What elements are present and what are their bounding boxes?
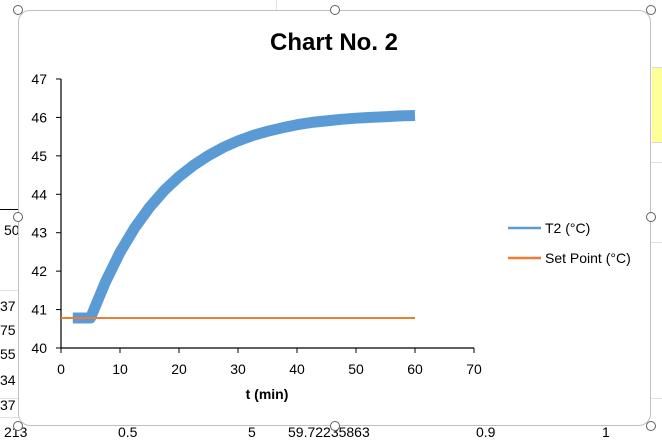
x-tick-label: 20 bbox=[171, 361, 187, 377]
x-tick-label: 10 bbox=[112, 361, 128, 377]
cell-value[interactable]: 34 bbox=[0, 372, 16, 388]
x-tick-label: 50 bbox=[348, 361, 364, 377]
row-gridline bbox=[0, 290, 20, 291]
cell-value[interactable]: 37 bbox=[0, 298, 16, 314]
cell-border bbox=[0, 209, 20, 210]
row-gridline bbox=[650, 162, 662, 163]
resize-handle-top-right[interactable] bbox=[646, 5, 656, 15]
row-gridline bbox=[0, 417, 20, 418]
cell-value[interactable]: 0.9 bbox=[476, 424, 496, 440]
y-tick-label: 46 bbox=[31, 109, 47, 125]
y-tick-label: 42 bbox=[31, 263, 47, 279]
y-tick-label: 43 bbox=[31, 225, 47, 241]
row-gridline bbox=[650, 398, 662, 399]
x-tick-label: 60 bbox=[407, 361, 423, 377]
plot-area: 40 41 42 43 44 45 46 47 0 10 20 30 40 50 60 70 bbox=[31, 71, 482, 377]
x-axis-title: t (min) bbox=[246, 386, 289, 402]
cell-value[interactable]: 0.5 bbox=[118, 424, 138, 440]
resize-handle-left[interactable] bbox=[13, 212, 23, 222]
y-tick-label: 41 bbox=[31, 302, 47, 318]
legend-label: T2 (°C) bbox=[545, 220, 590, 236]
resize-handle-right[interactable] bbox=[646, 212, 656, 222]
x-tick-label: 70 bbox=[466, 361, 482, 377]
y-tick-label: 45 bbox=[31, 148, 47, 164]
column-gridline bbox=[276, 0, 277, 12]
resize-handle-top[interactable] bbox=[330, 5, 340, 15]
cell-value[interactable]: 50 bbox=[4, 222, 20, 238]
legend-label: Set Point (°C) bbox=[545, 250, 631, 266]
resize-handle-bottom[interactable] bbox=[330, 421, 340, 431]
x-tick-label: 0 bbox=[57, 361, 65, 377]
highlighted-cell[interactable] bbox=[652, 67, 662, 143]
cell-value[interactable]: 37 bbox=[0, 397, 16, 413]
y-tick-label: 44 bbox=[31, 186, 47, 202]
cell-value[interactable]: 75 bbox=[0, 322, 16, 338]
row-gridline bbox=[650, 242, 662, 243]
cell-value[interactable]: 55 bbox=[0, 346, 16, 362]
row-gridline bbox=[0, 398, 20, 399]
chart-title: Chart No. 2 bbox=[270, 29, 398, 56]
y-tick-label: 40 bbox=[31, 340, 47, 356]
resize-handle-top-left[interactable] bbox=[13, 5, 23, 15]
resize-handle-bottom-left[interactable] bbox=[13, 421, 23, 431]
cell-value[interactable]: 5 bbox=[248, 424, 256, 440]
cell-value[interactable]: 1 bbox=[602, 424, 610, 440]
x-tick-label: 40 bbox=[289, 361, 305, 377]
series-line-t2 bbox=[72, 110, 416, 324]
x-tick-label: 30 bbox=[230, 361, 246, 377]
cell-value[interactable]: 59.72235863 bbox=[288, 424, 370, 440]
y-tick-label: 47 bbox=[31, 71, 47, 87]
resize-handle-bottom-right[interactable] bbox=[646, 421, 656, 431]
legend: T2 (°C) Set Point (°C) bbox=[508, 220, 631, 266]
